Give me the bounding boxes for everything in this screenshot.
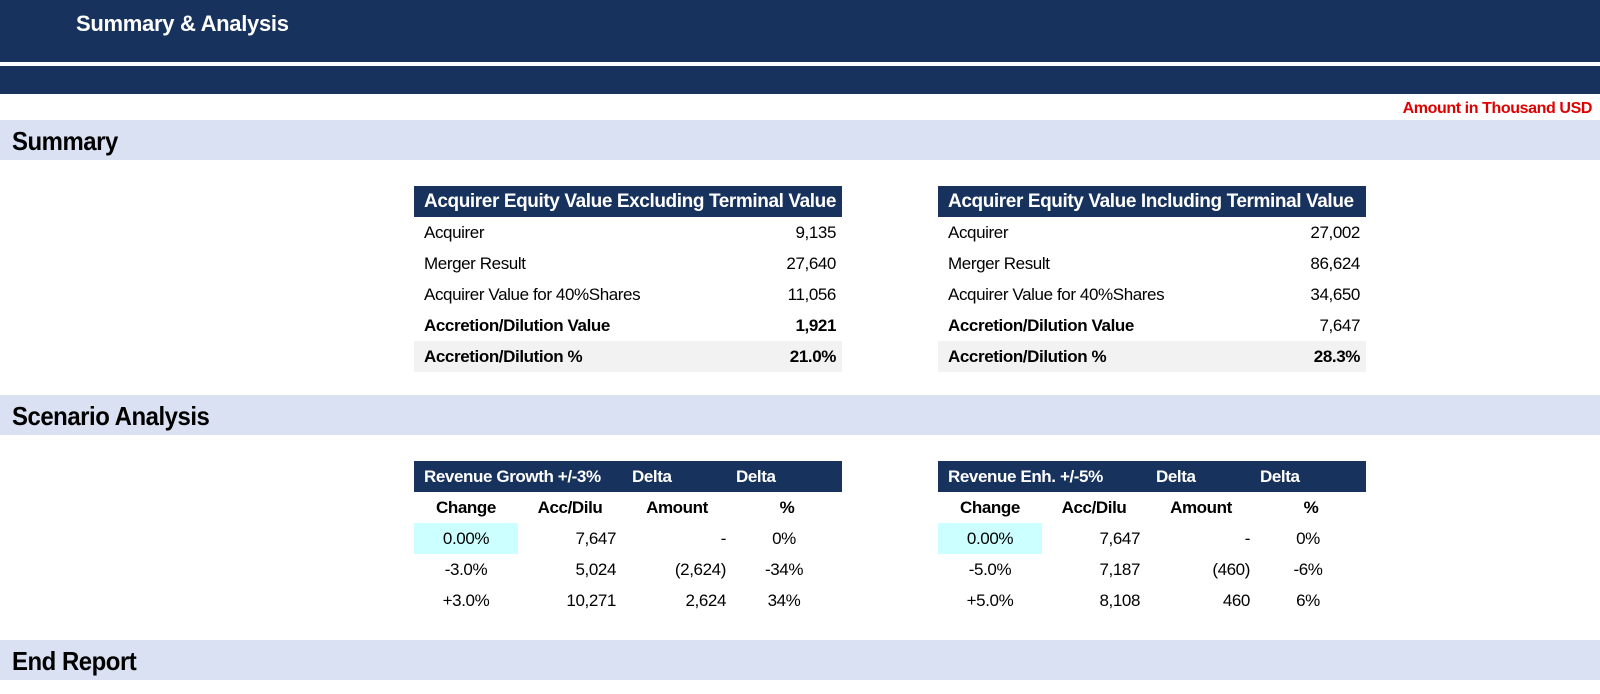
row-value: 11,056 <box>787 285 837 304</box>
change-cell: +3.0% <box>442 591 490 610</box>
row-label: Acquirer <box>424 223 485 242</box>
header-cell: Delta <box>1156 467 1196 486</box>
row-label: Accretion/Dilution % <box>948 347 1107 366</box>
change-cell: 0.00% <box>938 523 1042 554</box>
subheader-cell: Amount <box>646 498 708 517</box>
subheader-cell: Change <box>960 498 1020 517</box>
acc-dilu-cell: 5,024 <box>575 560 616 579</box>
row-label: Acquirer Value for 40%Shares <box>948 285 1165 304</box>
delta-amount-cell: 2,624 <box>685 591 726 610</box>
header-divider <box>0 62 1600 66</box>
delta-amount-cell: 460 <box>1222 591 1251 610</box>
delta-percent-cell: 0% <box>1296 529 1320 548</box>
row-label: Accretion/Dilution Value <box>948 316 1134 335</box>
table-row: 0.00% 7,647 - 0% <box>938 523 1366 554</box>
change-cell: 0.00% <box>414 523 518 554</box>
subheader-cell: Amount <box>1170 498 1232 517</box>
table-row: Accretion/Dilution % 21.0% <box>414 341 842 372</box>
delta-amount-cell: - <box>720 529 727 548</box>
section-scenario-title: Scenario Analysis <box>12 401 210 431</box>
table-row: Acquirer 9,135 <box>414 217 842 248</box>
scenario-table-header: Revenue Enh. +/-5% Delta Delta <box>938 461 1366 492</box>
delta-percent-cell: 6% <box>1296 591 1320 610</box>
table-row: -3.0% 5,024 (2,624) -34% <box>414 554 842 585</box>
row-label: Merger Result <box>424 254 526 273</box>
row-label: Acquirer <box>948 223 1009 242</box>
header-cell: Revenue Growth +/-3% <box>424 467 601 486</box>
section-scenario: Scenario Analysis <box>0 395 1600 435</box>
section-end: End Report <box>0 640 1600 680</box>
subheader-cell: % <box>779 498 795 517</box>
header-cell: Revenue Enh. +/-5% <box>948 467 1103 486</box>
subheader-cell: Change <box>436 498 496 517</box>
summary-table-title: Acquirer Equity Value Excluding Terminal… <box>414 186 842 217</box>
scenario-table-header: Revenue Growth +/-3% Delta Delta <box>414 461 842 492</box>
row-value: 28.3% <box>1313 347 1361 366</box>
row-label: Accretion/Dilution Value <box>424 316 610 335</box>
row-label: Accretion/Dilution % <box>424 347 583 366</box>
row-value: 7,647 <box>1319 316 1360 335</box>
table-row: Merger Result 27,640 <box>414 248 842 279</box>
table-row: 0.00% 7,647 - 0% <box>414 523 842 554</box>
row-value: 86,624 <box>1310 254 1360 273</box>
row-value: 27,640 <box>786 254 836 273</box>
acc-dilu-cell: 7,647 <box>1099 529 1140 548</box>
acc-dilu-cell: 8,108 <box>1099 591 1140 610</box>
acc-dilu-cell: 7,647 <box>575 529 616 548</box>
scenario-table-subheader: Change Acc/Dilu Amount % <box>938 492 1366 523</box>
table-row: Acquirer 27,002 <box>938 217 1366 248</box>
header-cell: Delta <box>632 467 672 486</box>
table-row: Acquirer Value for 40%Shares 34,650 <box>938 279 1366 310</box>
table-row: Accretion/Dilution Value 7,647 <box>938 310 1366 341</box>
section-end-title: End Report <box>12 646 137 676</box>
change-cell: -3.0% <box>444 560 488 579</box>
table-row: +3.0% 10,271 2,624 34% <box>414 585 842 616</box>
subheader-cell: % <box>1303 498 1319 517</box>
row-label: Acquirer Value for 40%Shares <box>424 285 641 304</box>
change-cell: -5.0% <box>968 560 1012 579</box>
scenario-table-revenue-growth: Revenue Growth +/-3% Delta Delta Change … <box>414 461 842 616</box>
summary-table-excluding-tv: Acquirer Equity Value Excluding Terminal… <box>414 186 842 372</box>
delta-percent-cell: 0% <box>772 529 796 548</box>
page-header: Summary & Analysis <box>0 0 1600 62</box>
section-summary-title: Summary <box>12 126 118 156</box>
delta-percent-cell: 34% <box>767 591 801 610</box>
delta-amount-cell: (2,624) <box>674 560 726 579</box>
section-summary: Summary <box>0 120 1600 160</box>
unit-note: Amount in Thousand USD <box>1402 100 1593 117</box>
header-cell: Delta <box>736 467 776 486</box>
change-cell: +5.0% <box>966 591 1014 610</box>
scenario-table-revenue-enhancement: Revenue Enh. +/-5% Delta Delta Change Ac… <box>938 461 1366 616</box>
acc-dilu-cell: 7,187 <box>1099 560 1140 579</box>
table-row: -5.0% 7,187 (460) -6% <box>938 554 1366 585</box>
row-label: Merger Result <box>948 254 1050 273</box>
summary-table-including-tv: Acquirer Equity Value Including Terminal… <box>938 186 1366 372</box>
header-cell: Delta <box>1260 467 1300 486</box>
summary-table-title: Acquirer Equity Value Including Terminal… <box>938 186 1366 217</box>
subheader-cell: Acc/Dilu <box>1061 498 1127 517</box>
delta-amount-cell: (460) <box>1212 560 1250 579</box>
table-row: Accretion/Dilution Value 1,921 <box>414 310 842 341</box>
row-value: 34,650 <box>1310 285 1360 304</box>
delta-percent-cell: -34% <box>764 560 804 579</box>
table-row: Accretion/Dilution % 28.3% <box>938 341 1366 372</box>
scenario-table-subheader: Change Acc/Dilu Amount % <box>414 492 842 523</box>
row-value: 9,135 <box>795 223 836 242</box>
delta-percent-cell: -6% <box>1293 560 1323 579</box>
row-value: 21.0% <box>789 347 837 366</box>
table-row: Merger Result 86,624 <box>938 248 1366 279</box>
subheader-cell: Acc/Dilu <box>537 498 603 517</box>
header-band <box>0 66 1600 94</box>
row-value: 27,002 <box>1310 223 1360 242</box>
table-row: Acquirer Value for 40%Shares 11,056 <box>414 279 842 310</box>
delta-amount-cell: - <box>1244 529 1251 548</box>
table-row: +5.0% 8,108 460 6% <box>938 585 1366 616</box>
page-title: Summary & Analysis <box>76 11 289 36</box>
acc-dilu-cell: 10,271 <box>566 591 616 610</box>
row-value: 1,921 <box>795 316 836 335</box>
